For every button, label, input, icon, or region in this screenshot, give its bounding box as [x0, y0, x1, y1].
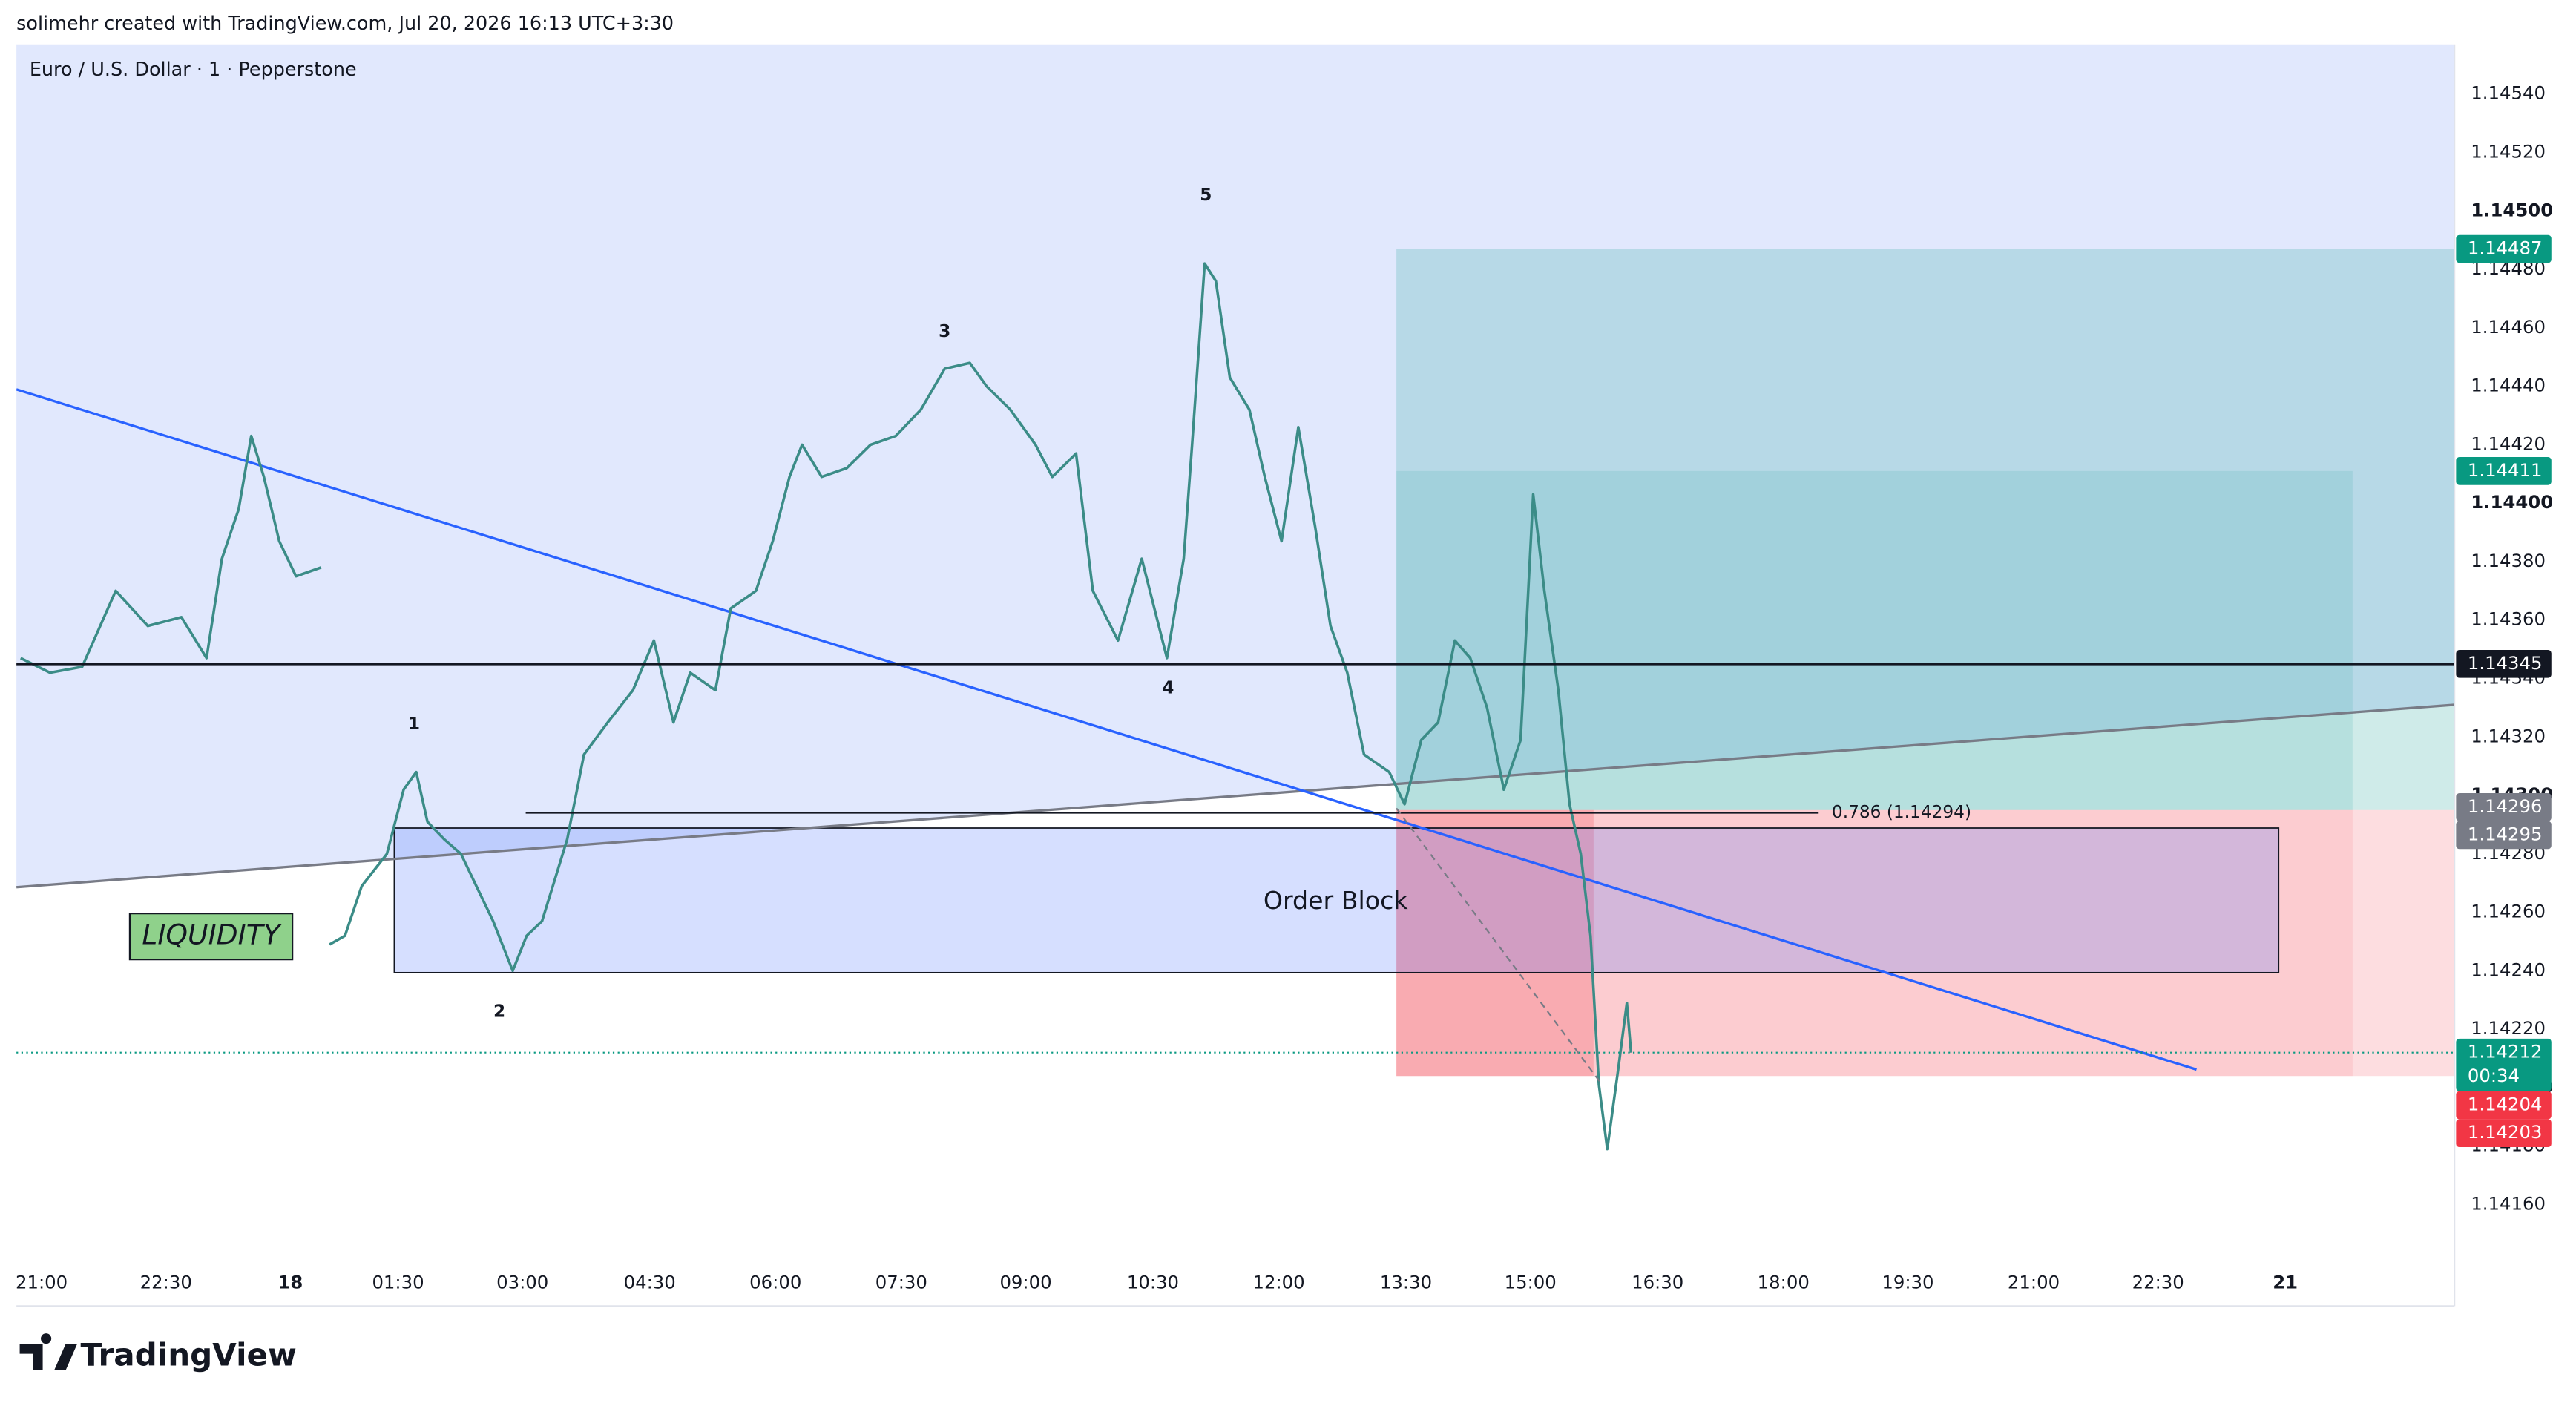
- price-badge: [2456, 457, 2552, 485]
- logo-text: TradingView: [81, 1337, 297, 1373]
- wave-label: 5: [1200, 185, 1212, 205]
- price-badge-label: 1.14296: [2468, 795, 2543, 817]
- x-tick-label: 12:00: [1252, 1271, 1304, 1292]
- logo-icon: [19, 1333, 78, 1370]
- x-tick-label: 18:00: [1758, 1271, 1810, 1292]
- x-tick-label: 21:00: [2008, 1271, 2060, 1292]
- price-badge-label: 1.14204: [2468, 1094, 2543, 1115]
- x-tick-label: 22:30: [140, 1271, 192, 1292]
- price-badge-label: 1.14212: [2468, 1041, 2543, 1062]
- y-tick-label: 1.14440: [2471, 375, 2546, 396]
- stop-zone: [1396, 809, 1594, 1077]
- y-tick-label: 1.14160: [2471, 1193, 2546, 1215]
- x-tick-label: 21:00: [16, 1271, 68, 1292]
- wave-label: 4: [1162, 677, 1174, 697]
- price-badge-label: 1.14487: [2468, 237, 2543, 259]
- trend-line: [16, 388, 2197, 1071]
- x-tick-label: 13:30: [1380, 1271, 1432, 1292]
- y-tick-label: 1.14260: [2471, 901, 2546, 922]
- order-block: [393, 827, 2280, 973]
- price-badge: [2456, 1119, 2552, 1148]
- price-badge: [2456, 1038, 2552, 1091]
- y-tick-label: 1.14240: [2471, 959, 2546, 980]
- drawings: 0.786 (1.14294): [16, 249, 2455, 1151]
- x-tick-label: 18: [277, 1271, 303, 1292]
- x-tick-label: 19:30: [1882, 1271, 1933, 1292]
- liquidity-label: LIQUIDITY: [142, 919, 282, 951]
- wave-label: 3: [939, 321, 950, 341]
- price-badge: [2456, 821, 2552, 850]
- x-tick-label: 04:30: [624, 1271, 676, 1292]
- y-tick-label: 1.14320: [2471, 725, 2546, 746]
- x-tick-label: 09:00: [999, 1271, 1051, 1292]
- plot-area: [16, 44, 2455, 1261]
- target-zone: [1396, 249, 2455, 810]
- x-tick-label: 21: [2273, 1271, 2298, 1292]
- price-badge-label: 1.14411: [2468, 459, 2543, 481]
- x-tick-label: 03:00: [496, 1271, 548, 1292]
- x-tick-label: 16:30: [1632, 1271, 1683, 1292]
- price-badge: [2456, 650, 2552, 678]
- x-tick-label: 01:30: [372, 1271, 424, 1292]
- logo: TradingView: [19, 1333, 297, 1373]
- price-badge-label: 1.14295: [2468, 823, 2543, 844]
- x-tick-label: 10:30: [1127, 1271, 1179, 1292]
- y-tick-label: 1.14460: [2471, 316, 2546, 338]
- y-tick-label: 1.14420: [2471, 433, 2546, 454]
- y-tick-label: 1.14500: [2471, 199, 2553, 220]
- x-tick-label: 22:30: [2132, 1271, 2184, 1292]
- countdown: 00:34: [2468, 1065, 2520, 1086]
- chart-title: Euro / U.S. Dollar · 1 · Pepperstone: [30, 59, 357, 81]
- price-badge: [2456, 793, 2552, 821]
- y-tick-label: 1.14380: [2471, 550, 2546, 571]
- price-badge-label: 1.14203: [2468, 1121, 2543, 1143]
- price-badge: [2456, 1091, 2552, 1120]
- axes: 1.145401.145201.145001.144801.144601.144…: [16, 82, 2553, 1293]
- target-zone: [1396, 470, 2353, 810]
- liquidity-box: [128, 913, 294, 961]
- wave-label: 1: [408, 714, 420, 734]
- x-tick-label: 06:00: [749, 1271, 801, 1292]
- y-tick-label: 1.14520: [2471, 141, 2546, 162]
- fib-label: 0.786 (1.14294): [1832, 802, 1971, 822]
- stop-zone: [1396, 809, 2353, 1077]
- y-tick-label: 1.14540: [2471, 82, 2546, 104]
- trend-line: [16, 703, 2455, 889]
- range-fill: [16, 44, 2455, 887]
- price-badge-label: 1.14345: [2468, 652, 2543, 674]
- price-line: [20, 262, 1633, 1151]
- y-tick-label: 1.14220: [2471, 1017, 2546, 1039]
- wave-label: 2: [493, 1002, 505, 1022]
- y-tick-label: 1.14400: [2471, 491, 2553, 513]
- header: solimehr created with TradingView.com, J…: [16, 13, 674, 35]
- x-tick-label: 15:00: [1505, 1271, 1557, 1292]
- x-tick-label: 07:30: [875, 1271, 927, 1292]
- price-badge: [2456, 234, 2552, 263]
- y-tick-label: 1.14360: [2471, 608, 2546, 630]
- order-block-label: Order Block: [1264, 886, 1408, 915]
